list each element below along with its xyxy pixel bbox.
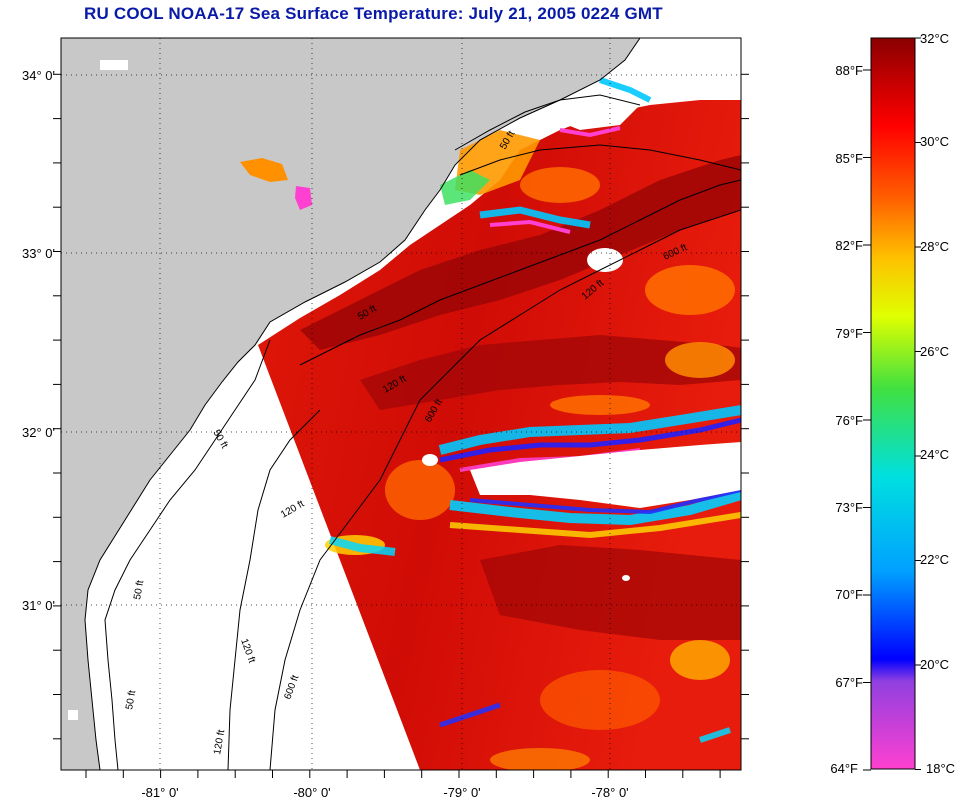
c-label: 30°C: [920, 134, 949, 149]
axis-ticks: [53, 73, 749, 778]
c-label: 24°C: [920, 447, 949, 462]
cloud-patch: [470, 442, 741, 508]
f-label: 76°F: [835, 413, 863, 428]
coastline: [84, 38, 641, 770]
map-area: [61, 38, 741, 770]
lat-label: 32° 0': [22, 425, 55, 440]
cool-front-south: [449, 490, 741, 526]
cool-front-north: [438, 405, 741, 455]
lon-label: -81° 0': [141, 785, 178, 800]
longitude-labels: -81° 0' -80° 0' -79° 0' -78° 0': [141, 785, 628, 800]
latitude-labels: 34° 0' 33° 0' 32° 0' 31° 0': [22, 68, 55, 613]
lon-label: -80° 0': [293, 785, 330, 800]
lat-label: 31° 0': [22, 598, 55, 613]
lon-label: -79° 0': [443, 785, 480, 800]
f-label: 79°F: [835, 326, 863, 341]
f-label: 73°F: [835, 500, 863, 515]
contour-label: 50 ft: [132, 579, 146, 600]
f-label: 82°F: [835, 238, 863, 253]
lat-label: 34° 0': [22, 68, 55, 83]
f-label: 85°F: [835, 151, 863, 166]
f-label: 64°F: [830, 761, 858, 776]
map-frame: [60, 37, 742, 771]
contour-120ft: [227, 144, 741, 770]
f-label: 88°F: [835, 63, 863, 78]
contour-label: 120 ft: [212, 729, 227, 756]
lat-label: 33° 0': [22, 246, 55, 261]
c-label: 20°C: [920, 657, 949, 672]
c-label: 28°C: [920, 239, 949, 254]
colorbar-gradient: [870, 37, 916, 770]
c-label: 26°C: [920, 344, 949, 359]
celsius-scale: 32°C 30°C 28°C 26°C 24°C 22°C 20°C 18°C: [920, 31, 955, 776]
fahrenheit-scale: 88°F 85°F 82°F 79°F 76°F 73°F 70°F 67°F …: [830, 63, 863, 776]
f-label: 67°F: [835, 675, 863, 690]
contour-600ft: [269, 209, 741, 770]
contour-label: 50 ft: [124, 689, 138, 710]
contour-50ft: [104, 94, 641, 770]
c-label: 32°C: [920, 31, 949, 46]
land-mass: [61, 38, 640, 770]
c-label: 18°C: [926, 761, 955, 776]
c-label: 22°C: [920, 552, 949, 567]
lon-label: -78° 0': [591, 785, 628, 800]
lat-lon-grid: [61, 38, 741, 770]
f-label: 70°F: [835, 587, 863, 602]
colorbar: 88°F 85°F 82°F 79°F 76°F 73°F 70°F 67°F …: [830, 31, 955, 776]
map-title: RU COOL NOAA-17 Sea Surface Temperature:…: [84, 4, 663, 23]
